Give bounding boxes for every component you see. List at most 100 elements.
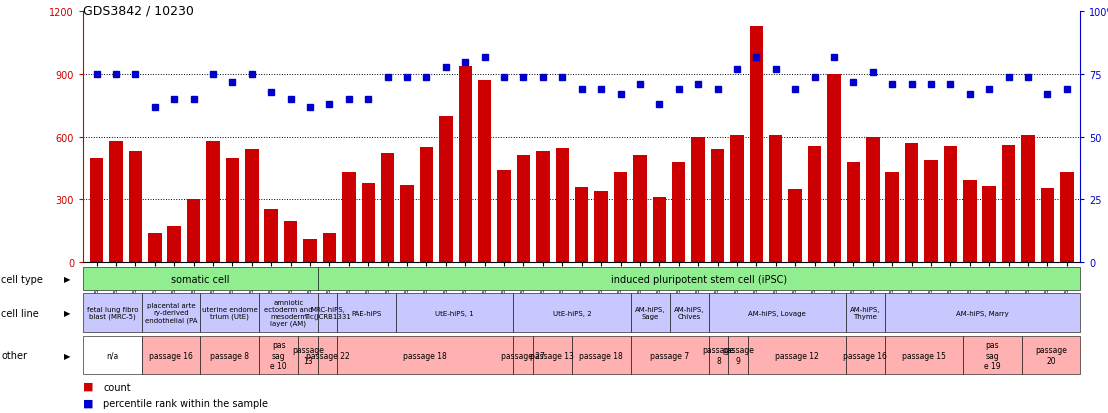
Bar xyxy=(963,181,976,262)
Bar xyxy=(730,135,743,262)
Bar xyxy=(555,149,570,262)
Text: passage 15: passage 15 xyxy=(902,351,946,360)
Text: passage 22: passage 22 xyxy=(306,351,349,360)
Bar xyxy=(749,27,763,262)
Bar xyxy=(259,337,298,374)
Bar xyxy=(709,293,845,332)
Text: passage 13: passage 13 xyxy=(531,351,574,360)
Bar xyxy=(533,337,572,374)
Bar xyxy=(769,135,782,262)
Text: UtE-hiPS, 2: UtE-hiPS, 2 xyxy=(553,310,592,316)
Bar xyxy=(983,186,996,262)
Bar xyxy=(847,162,860,262)
Text: amniotic
ectoderm and
mesoderm
layer (AM): amniotic ectoderm and mesoderm layer (AM… xyxy=(264,299,312,327)
Bar xyxy=(90,158,103,262)
Bar xyxy=(167,227,181,262)
Bar xyxy=(728,337,748,374)
Bar xyxy=(420,148,433,262)
Text: AM-hiPS, Marry: AM-hiPS, Marry xyxy=(956,310,1009,316)
Bar xyxy=(1040,188,1054,262)
Bar xyxy=(361,183,376,262)
Text: passage 18: passage 18 xyxy=(579,351,623,360)
Bar xyxy=(400,185,414,262)
Bar xyxy=(337,293,396,332)
Text: passage 8: passage 8 xyxy=(211,351,249,360)
Text: passage 16: passage 16 xyxy=(150,351,193,360)
Bar xyxy=(669,293,709,332)
Bar xyxy=(905,144,919,262)
Bar xyxy=(630,337,709,374)
Bar xyxy=(572,337,630,374)
Bar xyxy=(265,209,278,262)
Bar xyxy=(342,173,356,262)
Text: passage 18: passage 18 xyxy=(403,351,448,360)
Bar xyxy=(691,137,705,262)
Bar xyxy=(885,173,899,262)
Bar xyxy=(396,293,513,332)
Bar xyxy=(513,293,630,332)
Text: passage
8: passage 8 xyxy=(702,346,735,365)
Text: PAE-hiPS: PAE-hiPS xyxy=(351,310,382,316)
Text: ▶: ▶ xyxy=(64,275,71,283)
Text: GDS3842 / 10230: GDS3842 / 10230 xyxy=(83,4,194,17)
Bar xyxy=(318,337,337,374)
Text: induced pluripotent stem cell (iPSC): induced pluripotent stem cell (iPSC) xyxy=(611,274,787,284)
Text: ■: ■ xyxy=(83,381,93,391)
Bar xyxy=(1002,146,1015,262)
Text: passage 16: passage 16 xyxy=(843,351,888,360)
Text: UtE-hiPS, 1: UtE-hiPS, 1 xyxy=(435,310,474,316)
Text: AM-hiPS, Lovage: AM-hiPS, Lovage xyxy=(748,310,807,316)
Bar xyxy=(513,337,533,374)
Text: passage 12: passage 12 xyxy=(774,351,819,360)
Bar xyxy=(226,158,239,262)
Bar xyxy=(459,66,472,262)
Bar xyxy=(110,142,123,262)
Bar xyxy=(83,337,142,374)
Bar xyxy=(845,293,885,332)
Text: passage
9: passage 9 xyxy=(722,346,755,365)
Text: AM-hiPS,
Sage: AM-hiPS, Sage xyxy=(635,306,666,319)
Text: AM-hiPS,
Thyme: AM-hiPS, Thyme xyxy=(850,306,881,319)
Text: count: count xyxy=(103,382,131,392)
Bar xyxy=(1022,337,1080,374)
Bar xyxy=(148,233,162,262)
Bar xyxy=(83,268,318,290)
Bar xyxy=(206,142,219,262)
Bar xyxy=(710,150,725,262)
Bar xyxy=(1022,135,1035,262)
Text: MRC-hiPS,
Tic(JCRB1331: MRC-hiPS, Tic(JCRB1331 xyxy=(304,306,351,320)
Bar xyxy=(594,192,608,262)
Text: fetal lung fibro
blast (MRC-5): fetal lung fibro blast (MRC-5) xyxy=(86,306,138,320)
Bar xyxy=(187,200,201,262)
Bar xyxy=(827,75,841,262)
Bar xyxy=(142,337,201,374)
Bar xyxy=(245,150,258,262)
Text: pas
sag
e 10: pas sag e 10 xyxy=(270,340,287,370)
Bar xyxy=(201,293,259,332)
Text: other: other xyxy=(1,350,27,360)
Bar xyxy=(845,337,885,374)
Bar xyxy=(381,154,394,262)
Bar xyxy=(337,337,513,374)
Bar xyxy=(1060,173,1074,262)
Text: percentile rank within the sample: percentile rank within the sample xyxy=(103,399,268,408)
Text: passage
20: passage 20 xyxy=(1035,346,1067,365)
Bar xyxy=(614,173,627,262)
Bar xyxy=(304,240,317,262)
Text: ■: ■ xyxy=(83,398,93,408)
Text: ▶: ▶ xyxy=(64,309,71,317)
Bar xyxy=(633,156,647,262)
Bar xyxy=(284,222,297,262)
Bar xyxy=(630,293,669,332)
Bar xyxy=(318,268,1080,290)
Bar xyxy=(885,293,1080,332)
Bar xyxy=(536,152,550,262)
Text: passage
13: passage 13 xyxy=(293,346,324,365)
Text: passage 27: passage 27 xyxy=(501,351,545,360)
Text: n/a: n/a xyxy=(106,351,119,360)
Text: cell line: cell line xyxy=(1,308,39,318)
Bar xyxy=(478,81,492,262)
Bar xyxy=(653,198,666,262)
Bar xyxy=(788,190,802,262)
Text: somatic cell: somatic cell xyxy=(171,274,229,284)
